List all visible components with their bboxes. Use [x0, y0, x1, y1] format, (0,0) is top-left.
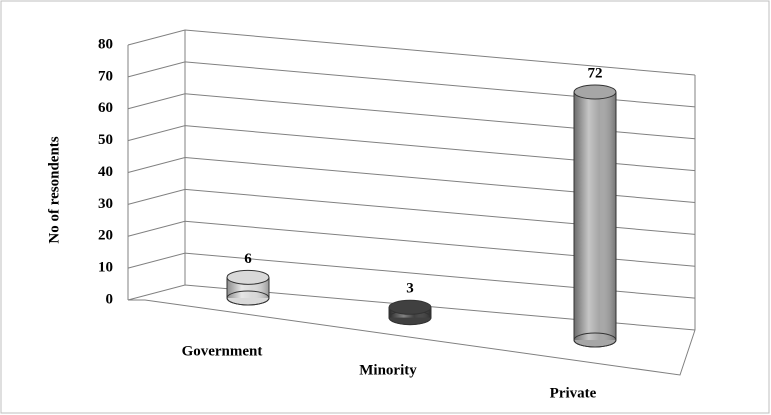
data-label: 6 — [244, 251, 252, 267]
bar-top — [573, 84, 617, 100]
grid-line — [127, 61, 696, 108]
bar-shine — [574, 92, 616, 340]
y-axis-label: No of resondents — [46, 136, 62, 243]
bar-base-front — [226, 290, 270, 306]
x-tick-label: Minority — [359, 362, 417, 378]
y-tick-label: 30 — [98, 196, 113, 212]
grid-line — [127, 125, 696, 172]
y-tick-label: 10 — [98, 260, 113, 276]
x-tick-label: Government — [182, 343, 263, 359]
y-tick-label: 0 — [106, 291, 114, 307]
grid-line — [127, 284, 696, 331]
grid-line — [127, 29, 696, 76]
y-tick-label: 50 — [98, 132, 113, 148]
y-tick-label: 60 — [98, 100, 113, 116]
y-tick-label: 70 — [98, 68, 113, 84]
bar-top — [226, 269, 270, 285]
bar-base-front — [573, 332, 617, 348]
bar-outline — [226, 277, 270, 298]
y-tick-label: 20 — [98, 228, 113, 244]
grid-line — [127, 252, 696, 299]
grid-line — [127, 188, 696, 235]
x-tick-label: Private — [550, 385, 597, 401]
data-label: 72 — [588, 65, 603, 81]
floor — [128, 299, 696, 376]
bar-outline — [573, 92, 617, 340]
grid-line — [127, 220, 696, 267]
grid-line — [127, 156, 696, 203]
y-tick-label: 40 — [98, 164, 113, 180]
y-tick-label: 80 — [98, 36, 113, 52]
grid-line — [127, 93, 696, 140]
data-label: 3 — [406, 281, 414, 297]
bar-top — [388, 299, 432, 315]
